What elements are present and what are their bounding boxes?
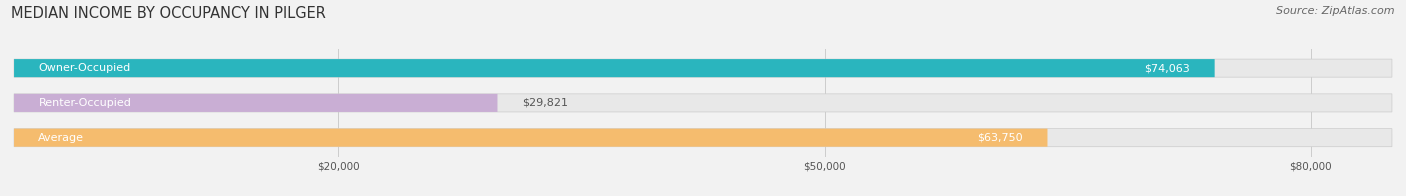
Text: Renter-Occupied: Renter-Occupied: [38, 98, 131, 108]
Text: Average: Average: [38, 133, 84, 143]
FancyBboxPatch shape: [14, 129, 1047, 147]
FancyBboxPatch shape: [14, 129, 1392, 147]
FancyBboxPatch shape: [14, 59, 1215, 77]
FancyBboxPatch shape: [14, 59, 1392, 77]
Text: MEDIAN INCOME BY OCCUPANCY IN PILGER: MEDIAN INCOME BY OCCUPANCY IN PILGER: [11, 6, 326, 21]
Text: Source: ZipAtlas.com: Source: ZipAtlas.com: [1277, 6, 1395, 16]
Text: $63,750: $63,750: [977, 133, 1024, 143]
FancyBboxPatch shape: [14, 94, 498, 112]
Text: $74,063: $74,063: [1144, 63, 1191, 73]
FancyBboxPatch shape: [14, 94, 1392, 112]
Text: Owner-Occupied: Owner-Occupied: [38, 63, 131, 73]
Text: $29,821: $29,821: [522, 98, 568, 108]
